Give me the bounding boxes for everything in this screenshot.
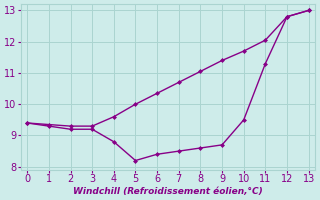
- X-axis label: Windchill (Refroidissement éolien,°C): Windchill (Refroidissement éolien,°C): [73, 187, 263, 196]
